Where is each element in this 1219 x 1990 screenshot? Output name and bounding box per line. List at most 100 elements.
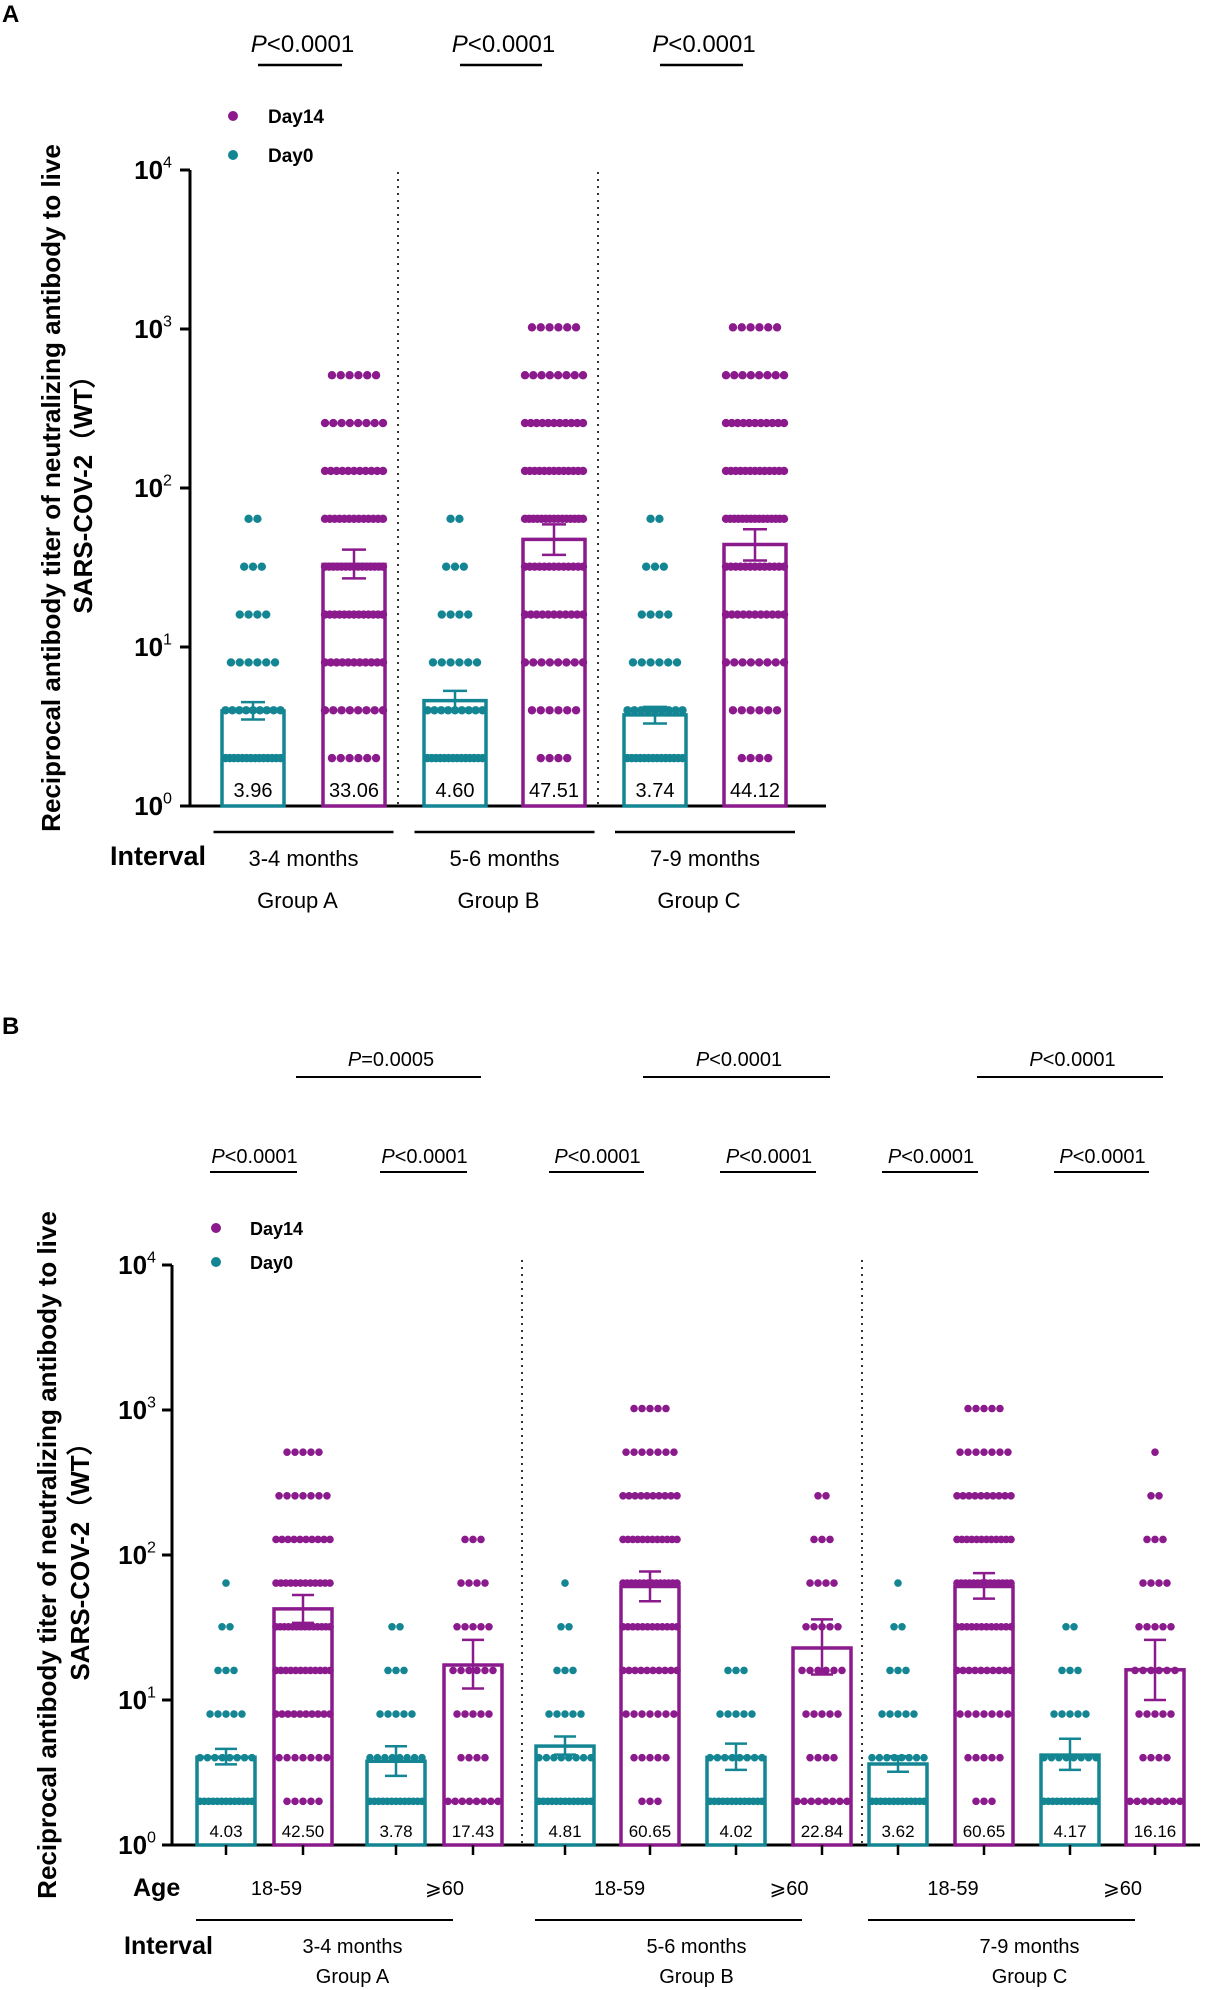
day14-dot	[494, 1797, 502, 1806]
day14-dot	[1167, 1710, 1175, 1718]
bar-value-label: 47.51	[529, 780, 579, 802]
y-axis-title: Reciprocal antibody titer of neutralizin…	[36, 144, 66, 832]
day14-dot	[779, 514, 789, 524]
day14-dot	[473, 1579, 481, 1587]
day14-dot	[554, 323, 563, 332]
p-value-label: P<0.0001	[1029, 1049, 1115, 1071]
day0-dot	[244, 658, 253, 667]
day14-dot	[367, 466, 376, 476]
day14-dot	[527, 706, 537, 715]
day14-dot	[308, 1535, 316, 1544]
day0-dot	[222, 1666, 230, 1675]
day14-dot	[995, 1666, 1003, 1675]
day14-dot	[1163, 1753, 1171, 1762]
day14-dot	[453, 1622, 461, 1631]
day14-dot	[302, 1535, 310, 1544]
day0-dot	[239, 562, 249, 571]
group-label: Group C	[992, 1966, 1068, 1988]
day14-dot	[299, 1492, 307, 1500]
day0-dot	[623, 706, 632, 715]
day14-dot	[549, 610, 559, 619]
day14-dot	[739, 610, 748, 619]
day14-dot	[995, 1492, 1003, 1500]
day14-dot	[768, 418, 777, 428]
day0-dot	[396, 1622, 404, 1631]
day14-dot	[646, 1404, 654, 1413]
day14-dot	[1007, 1492, 1015, 1500]
day14-dot	[733, 610, 742, 619]
day14-dot	[1004, 1448, 1012, 1456]
day14-dot	[284, 1535, 292, 1544]
day14-dot	[768, 610, 777, 619]
day0-dot	[565, 1622, 573, 1631]
day14-dot	[481, 1753, 489, 1762]
day14-dot	[555, 418, 564, 428]
day0-dot	[408, 1710, 416, 1718]
day0-dot	[664, 658, 673, 667]
day14-dot	[338, 658, 347, 667]
day14-dot	[953, 1492, 961, 1500]
day14-dot	[1155, 1492, 1163, 1500]
day14-dot	[662, 1753, 670, 1762]
day14-dot	[631, 1492, 639, 1500]
day14-dot	[571, 323, 581, 332]
day14-dot	[567, 418, 576, 428]
day14-dot	[654, 1448, 662, 1456]
day14-dot	[1139, 1579, 1147, 1587]
day0-dot	[886, 1710, 894, 1718]
day14-dot	[291, 1797, 299, 1806]
day14-dot	[344, 466, 353, 476]
day14-dot	[721, 418, 731, 428]
day14-dot	[755, 753, 764, 763]
day0-dot	[545, 1710, 553, 1718]
day14-dot	[481, 1579, 489, 1587]
p-value-label: P<0.0001	[381, 1146, 467, 1168]
day14-dot	[536, 753, 545, 763]
day14-dot	[296, 1535, 304, 1544]
day14-dot	[774, 418, 783, 428]
day0-dot	[384, 1710, 392, 1718]
day14-dot	[465, 1753, 473, 1762]
day14-dot	[810, 1622, 818, 1631]
day14-dot	[814, 1797, 823, 1806]
day14-dot	[361, 658, 370, 667]
bar-value-label: 44.12	[730, 780, 780, 802]
day14-dot	[956, 1710, 964, 1718]
y-tick-label: 103	[134, 312, 172, 344]
day14-dot	[444, 1797, 452, 1806]
day14-dot	[561, 610, 570, 619]
day0-dot	[646, 658, 655, 667]
day14-dot	[481, 1666, 489, 1675]
day14-dot	[836, 1797, 844, 1806]
day0-dot	[214, 1666, 222, 1675]
day14-dot	[336, 753, 345, 763]
day0-dot	[910, 1710, 918, 1718]
day14-dot	[327, 371, 337, 380]
day0-dot	[641, 562, 651, 571]
day0-dot	[902, 1710, 910, 1718]
day0-dot	[244, 514, 253, 524]
day14-dot	[763, 658, 772, 667]
legend-marker-day0	[228, 150, 238, 160]
day0-dot	[542, 1753, 551, 1762]
value-label-bg	[623, 1819, 677, 1842]
day14-dot	[654, 1797, 662, 1806]
day14-dot	[1135, 1622, 1143, 1631]
day14-dot	[746, 706, 755, 715]
day14-dot	[355, 466, 364, 476]
day14-dot	[662, 1710, 670, 1718]
day0-dot	[226, 658, 236, 667]
day14-dot	[469, 1535, 477, 1544]
day14-dot	[461, 1535, 469, 1544]
day14-dot	[980, 1710, 988, 1718]
day14-dot	[807, 1797, 816, 1806]
day0-dot	[646, 610, 655, 619]
day14-dot	[354, 371, 363, 380]
day14-dot	[739, 418, 748, 428]
day14-dot	[457, 1666, 465, 1675]
day14-dot	[764, 753, 773, 763]
day14-dot	[477, 1710, 485, 1718]
day14-dot	[622, 1448, 630, 1456]
day14-dot	[308, 1710, 316, 1718]
